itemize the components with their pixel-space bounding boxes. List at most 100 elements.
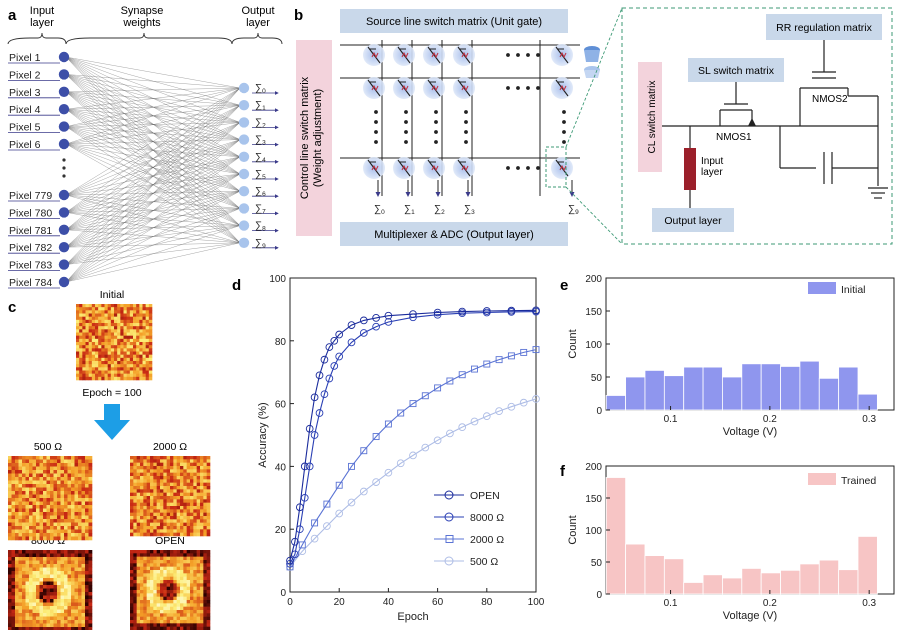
map-cell xyxy=(11,519,16,523)
map-cell xyxy=(148,329,153,333)
map-cell xyxy=(85,508,89,513)
map-cell xyxy=(82,370,86,374)
map-cell xyxy=(22,536,26,541)
map-cell xyxy=(74,536,79,541)
map-cell xyxy=(57,627,61,630)
map-cell xyxy=(107,326,112,330)
map-cell xyxy=(146,606,151,611)
map-cell xyxy=(101,342,105,346)
map-cell xyxy=(64,456,68,460)
map-cell xyxy=(173,472,177,477)
map-cell xyxy=(203,479,207,483)
map-cell xyxy=(57,487,61,492)
map-cell xyxy=(136,550,141,554)
map-cell xyxy=(146,509,151,513)
map-cell xyxy=(53,564,58,568)
map-cell xyxy=(57,529,61,534)
map-cell xyxy=(114,348,118,352)
map-cell xyxy=(160,620,164,624)
map-cell xyxy=(85,351,89,355)
map-cell xyxy=(53,578,58,582)
map-cell xyxy=(203,472,207,477)
map-cell xyxy=(136,600,141,604)
map-cell xyxy=(8,550,12,554)
map-cell xyxy=(88,491,93,495)
map-cell xyxy=(193,566,197,571)
map-cell xyxy=(145,373,150,378)
map-cell xyxy=(74,567,79,572)
map-cell xyxy=(15,498,19,502)
y-axis-label: Accuracy (%) xyxy=(257,402,269,467)
map-cell xyxy=(170,492,174,497)
map-cell xyxy=(67,557,72,561)
map-cell xyxy=(88,307,93,311)
map-cell xyxy=(173,560,177,564)
map-cell xyxy=(123,370,127,374)
data-point xyxy=(335,352,344,361)
map-cell xyxy=(78,592,82,596)
map-cell xyxy=(133,566,137,571)
map-cell xyxy=(46,533,51,537)
map-cell xyxy=(160,626,164,630)
map-cell xyxy=(91,329,96,333)
map-cell xyxy=(25,463,30,467)
map-cell xyxy=(123,338,127,343)
map-cell xyxy=(146,456,151,460)
map-cell xyxy=(53,515,58,520)
map-cell xyxy=(78,484,82,488)
map-cell xyxy=(8,519,12,523)
map-cell xyxy=(200,456,204,460)
map-cell xyxy=(8,553,12,558)
map-cell xyxy=(153,623,157,627)
map-cell xyxy=(74,477,79,481)
map-cell xyxy=(85,313,89,317)
map-cell xyxy=(95,304,99,308)
map-cell xyxy=(114,361,118,365)
synapse-line xyxy=(65,208,241,283)
map-cell xyxy=(32,473,37,478)
map-cell xyxy=(160,522,164,527)
synapse-line xyxy=(65,105,241,283)
map-cell xyxy=(85,370,89,374)
map-cell xyxy=(200,482,204,487)
map-cell xyxy=(114,319,118,324)
map-cell xyxy=(104,335,108,340)
map-cell xyxy=(43,620,47,624)
map-cell xyxy=(156,603,161,607)
map-cell xyxy=(200,616,204,621)
map-cell xyxy=(173,482,177,487)
map-cell xyxy=(136,459,141,463)
map-cell xyxy=(193,502,197,507)
map-cell xyxy=(76,304,80,308)
map-cell xyxy=(130,492,134,497)
map-cell xyxy=(43,578,47,582)
map-cell xyxy=(200,573,204,577)
map-cell xyxy=(8,515,12,520)
map-cell xyxy=(36,602,40,607)
map-cell xyxy=(146,496,151,500)
map-cell xyxy=(150,616,154,621)
synapse-line xyxy=(65,173,241,283)
map-cell xyxy=(43,466,47,471)
map-cell xyxy=(206,563,211,567)
map-cell xyxy=(193,626,197,630)
map-cell xyxy=(18,466,23,471)
map-cell xyxy=(129,357,134,362)
map-cell xyxy=(150,502,154,507)
data-point xyxy=(384,311,393,320)
map-cell xyxy=(60,484,65,488)
map-cell xyxy=(190,563,194,567)
map-cell xyxy=(46,480,51,485)
map-cell xyxy=(91,367,96,371)
map-cell xyxy=(67,484,72,488)
map-cell xyxy=(120,351,124,355)
pixel-label: Pixel 779 xyxy=(9,190,52,202)
map-cell xyxy=(126,361,131,365)
map-cell xyxy=(190,623,194,627)
map-cell xyxy=(193,570,197,574)
map-cell xyxy=(88,557,93,561)
synapse-line xyxy=(65,87,241,196)
map-cell xyxy=(98,316,102,321)
map-cell xyxy=(173,526,177,530)
pixel-label: Pixel 2 xyxy=(9,69,41,81)
